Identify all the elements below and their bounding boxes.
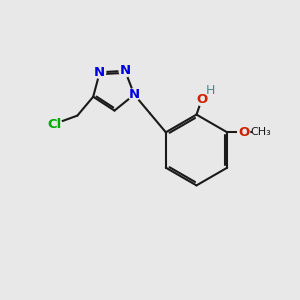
Text: Cl: Cl — [47, 118, 62, 130]
Ellipse shape — [46, 118, 62, 130]
Ellipse shape — [253, 126, 269, 138]
Ellipse shape — [94, 66, 106, 78]
Text: CH₃: CH₃ — [251, 127, 272, 137]
Ellipse shape — [128, 88, 140, 101]
Ellipse shape — [195, 92, 208, 106]
Text: N: N — [129, 88, 140, 101]
Text: O: O — [238, 126, 249, 139]
Ellipse shape — [119, 65, 131, 77]
Text: O: O — [196, 92, 208, 106]
Ellipse shape — [238, 126, 250, 138]
Ellipse shape — [205, 85, 216, 95]
Text: H: H — [206, 83, 215, 97]
Text: N: N — [120, 64, 131, 77]
Text: N: N — [94, 66, 105, 79]
